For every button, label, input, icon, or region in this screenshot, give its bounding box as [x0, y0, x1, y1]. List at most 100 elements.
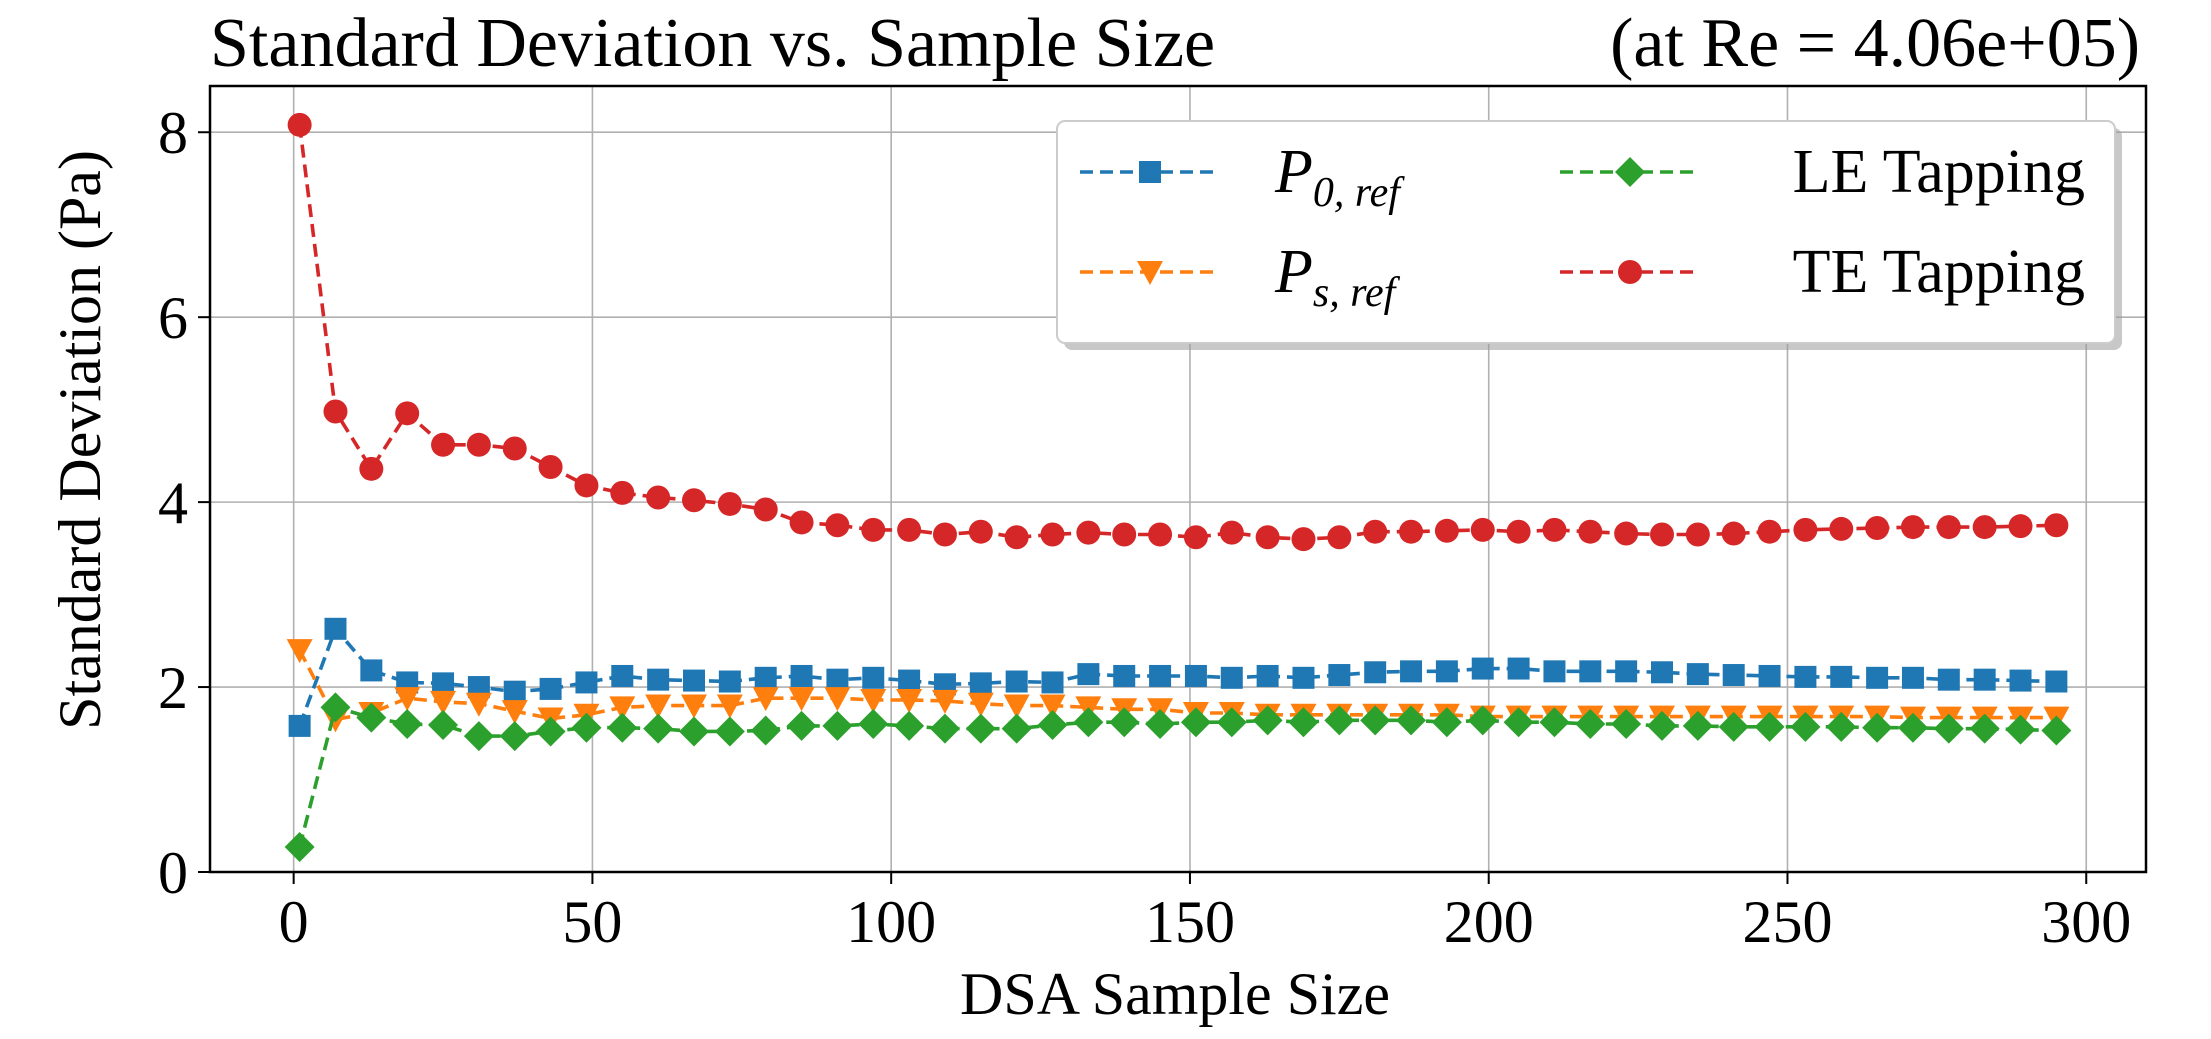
x-tick-label: 150: [1145, 889, 1235, 955]
data-point: [1005, 670, 1028, 693]
data-point: [1575, 709, 1606, 740]
data-point: [1793, 517, 1818, 542]
data-point: [898, 669, 921, 692]
data-point: [395, 401, 420, 426]
data-point: [1682, 710, 1713, 741]
data-point: [824, 687, 851, 712]
data-point: [1180, 707, 1211, 738]
data-point: [683, 669, 705, 692]
x-tick-label: 250: [1742, 889, 1832, 955]
data-point: [467, 676, 490, 699]
data-point: [1324, 705, 1355, 736]
x-tick-label: 50: [562, 889, 622, 955]
data-point: [752, 687, 779, 712]
data-point: [1543, 660, 1566, 683]
data-point: [1611, 709, 1642, 740]
data-point: [323, 399, 348, 424]
legend-label: TE Tapping: [1793, 238, 2085, 306]
series-1: [288, 617, 2068, 737]
data-point: [1145, 709, 1176, 740]
y-tick-label: 8: [158, 100, 188, 166]
data-point: [897, 517, 922, 542]
data-point: [929, 713, 960, 744]
data-point: [1722, 664, 1745, 687]
data-point: [428, 709, 459, 740]
data-point: [933, 673, 956, 696]
data-point: [716, 694, 743, 719]
data-point: [538, 454, 563, 479]
data-point: [320, 692, 351, 723]
data-point: [463, 721, 494, 752]
data-point: [1004, 525, 1029, 550]
x-tick-label: 200: [1444, 889, 1534, 955]
data-point: [647, 668, 670, 691]
plot-area-frame: [208, 84, 2148, 874]
y-tick-label: 6: [158, 285, 188, 351]
data-point: [1651, 661, 1673, 684]
data-point: [1076, 520, 1101, 545]
data-point: [2008, 514, 2033, 539]
x-axis-label: DSA Sample Size: [960, 961, 1390, 1027]
legend-box: [1056, 120, 2116, 344]
data-point: [1470, 517, 1495, 542]
data-point: [465, 692, 492, 717]
data-point: [1503, 707, 1534, 738]
legend-entry: LE Tapping: [1560, 138, 2085, 206]
series-4: [287, 112, 2069, 552]
data-point: [1364, 661, 1387, 684]
data-point: [503, 680, 526, 703]
legend-label: Ps, ref: [1274, 238, 1401, 316]
legend-entry: P0, ref: [1080, 138, 1405, 216]
y-tick-label: 4: [158, 470, 188, 536]
data-point: [682, 488, 706, 513]
data-point: [1650, 522, 1674, 547]
data-point: [1614, 521, 1639, 546]
data-point: [1897, 712, 1928, 743]
y-tick-label: 2: [158, 655, 188, 721]
data-point: [714, 716, 745, 747]
data-point: [1578, 519, 1603, 544]
data-point: [1435, 660, 1458, 683]
data-point: [466, 432, 491, 457]
data-point: [1579, 660, 1602, 683]
data-point: [1041, 671, 1064, 694]
x-tick-label: 0: [279, 889, 309, 955]
data-point: [965, 713, 996, 744]
data-point: [607, 712, 638, 743]
legend-marker: [1139, 161, 1161, 183]
data-point: [1937, 668, 1960, 691]
data-point: [1434, 518, 1459, 543]
legend: P0, ref Ps, ref LE Tapping TE Tapping: [1056, 120, 2122, 350]
data-point: [1718, 711, 1749, 742]
data-point: [932, 522, 957, 547]
data-point: [1972, 515, 1997, 540]
data-point: [1862, 712, 1893, 743]
data-point: [432, 672, 455, 695]
data-point: [575, 671, 598, 694]
data-point: [1077, 663, 1100, 686]
x-tick-label: 300: [2041, 889, 2131, 955]
data-point: [1112, 522, 1137, 547]
data-point: [1431, 707, 1462, 738]
data-point: [2045, 670, 2068, 693]
series-line: [298, 649, 2057, 722]
plot-series: [284, 112, 2072, 863]
legend-marker: [1618, 260, 1642, 284]
data-point: [574, 473, 599, 498]
data-point: [1615, 660, 1638, 683]
data-point: [858, 709, 889, 740]
data-point: [1256, 664, 1279, 687]
data-point: [1973, 668, 1996, 691]
data-point: [2044, 513, 2069, 538]
data-point: [750, 715, 781, 746]
data-point: [431, 432, 456, 457]
data-point: [1901, 666, 1924, 689]
data-point: [969, 672, 992, 695]
data-point: [1830, 665, 1853, 688]
data-point: [392, 709, 423, 740]
data-point: [1686, 663, 1709, 686]
data-point: [894, 710, 925, 741]
data-point: [822, 710, 853, 741]
data-point: [1040, 522, 1065, 547]
data-point: [539, 677, 562, 700]
